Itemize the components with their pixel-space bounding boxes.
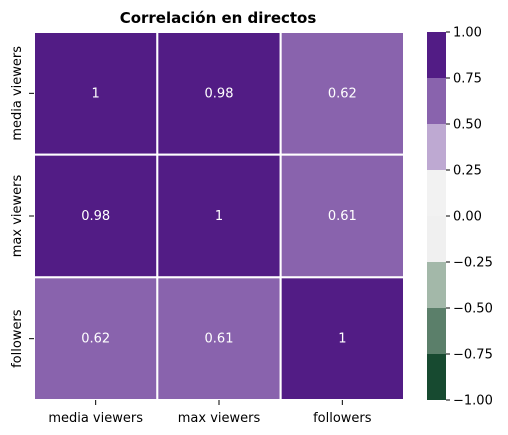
heatmap-cell — [33, 31, 159, 156]
colorbar-band — [427, 32, 446, 78]
cell-annotation: 0.98 — [205, 86, 234, 101]
colorbar-axis: 1.00 0.75 0.50 0.25 0.00 −0.25 −0.50 −0.75 −1.00 — [446, 26, 493, 409]
colorbar-band — [427, 124, 446, 170]
heatmap-cell — [279, 153, 405, 279]
heatmap-cell — [279, 31, 405, 156]
cell-annotation: 1 — [215, 209, 223, 224]
colorbar-tick-label: 0.50 — [453, 118, 482, 133]
colorbar-tick-label: 0.25 — [453, 164, 482, 179]
y-axis: media viewers max viewers followers — [10, 46, 34, 368]
colorbar-band — [427, 170, 446, 216]
colorbar-band — [427, 262, 446, 308]
colorbar — [427, 32, 446, 400]
colorbar-tick-label: 1.00 — [453, 26, 482, 41]
cell-annotation: 1 — [92, 86, 100, 101]
cell-annotation: 0.98 — [81, 209, 110, 224]
colorbar-band — [427, 216, 446, 262]
heatmap-cell — [156, 31, 282, 156]
colorbar-band — [427, 78, 446, 124]
colorbar-tick-label: −0.75 — [453, 348, 493, 363]
cell-annotation: 0.61 — [328, 209, 357, 224]
colorbar-tick-label: −1.00 — [453, 394, 493, 409]
colorbar-tick-label: −0.50 — [453, 302, 493, 317]
y-tick-label: media viewers — [10, 46, 25, 141]
chart-title: Correlación en directos — [120, 9, 317, 27]
y-tick-label: max viewers — [10, 175, 25, 258]
x-axis: media viewers max viewers followers — [48, 400, 372, 426]
colorbar-tick-label: −0.25 — [453, 256, 493, 271]
colorbar-tick-label: 0.00 — [453, 210, 482, 225]
cell-annotation: 0.61 — [205, 332, 234, 347]
heatmap-cell — [156, 276, 282, 402]
colorbar-tick-label: 0.75 — [453, 72, 482, 87]
colorbar-band — [427, 354, 446, 400]
x-tick-label: media viewers — [48, 411, 143, 426]
heatmap-annotations: 1 0.98 0.62 0.98 1 0.61 0.62 0.61 1 — [81, 86, 357, 346]
colorbar-band — [427, 308, 446, 354]
cell-annotation: 1 — [338, 332, 346, 347]
heatmap-cells — [33, 31, 405, 402]
cell-annotation: 0.62 — [328, 86, 357, 101]
cell-annotation: 0.62 — [81, 332, 110, 347]
x-tick-label: followers — [313, 411, 372, 426]
x-tick-label: max viewers — [178, 411, 261, 426]
y-tick-label: followers — [10, 309, 25, 368]
